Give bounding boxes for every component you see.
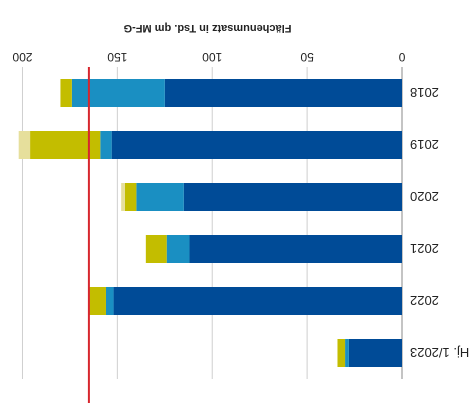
bar-segment [145, 235, 167, 263]
bar-segment [348, 339, 402, 367]
bar-segment [60, 79, 72, 107]
x-tick-label-4: 200 [12, 50, 32, 64]
bar-segment [124, 183, 137, 211]
bar-segment [100, 131, 112, 159]
bar-segment [189, 235, 402, 263]
bar-segment [111, 131, 402, 159]
bar-segment [183, 183, 402, 211]
bar-segment [113, 287, 402, 315]
bar-segment [337, 339, 346, 367]
category-label-3: 2020 [410, 189, 439, 204]
bars [18, 79, 402, 367]
category-label-1: 2022 [410, 293, 439, 308]
category-label-0: Hj. 1/2023 [410, 345, 469, 360]
bar-segment [121, 183, 125, 211]
bar-segment [136, 183, 184, 211]
x-tick-label-1: 50 [300, 50, 314, 64]
bar-segment [166, 235, 190, 263]
category-label-4: 2019 [410, 137, 439, 152]
bar-segment [18, 131, 31, 159]
bar-segment [164, 79, 402, 107]
category-label-5: 2018 [410, 85, 439, 100]
bar-segment [345, 339, 349, 367]
x-tick-label-3: 150 [107, 50, 127, 64]
x-tick-label-2: 100 [202, 50, 222, 64]
bar-segment [88, 287, 106, 315]
bar-segment [105, 287, 114, 315]
x-axis-title: Flächenumsatz in Tsd. qm MF-G [124, 22, 292, 34]
x-tick-label-0: 0 [398, 50, 405, 64]
category-label-2: 2021 [410, 241, 439, 256]
grid [21, 67, 403, 379]
labels: 0 50 100 150 200 Hj. 1/2023 2022 2021 2020 2019 20… [12, 50, 469, 360]
bar-segment [71, 79, 165, 107]
